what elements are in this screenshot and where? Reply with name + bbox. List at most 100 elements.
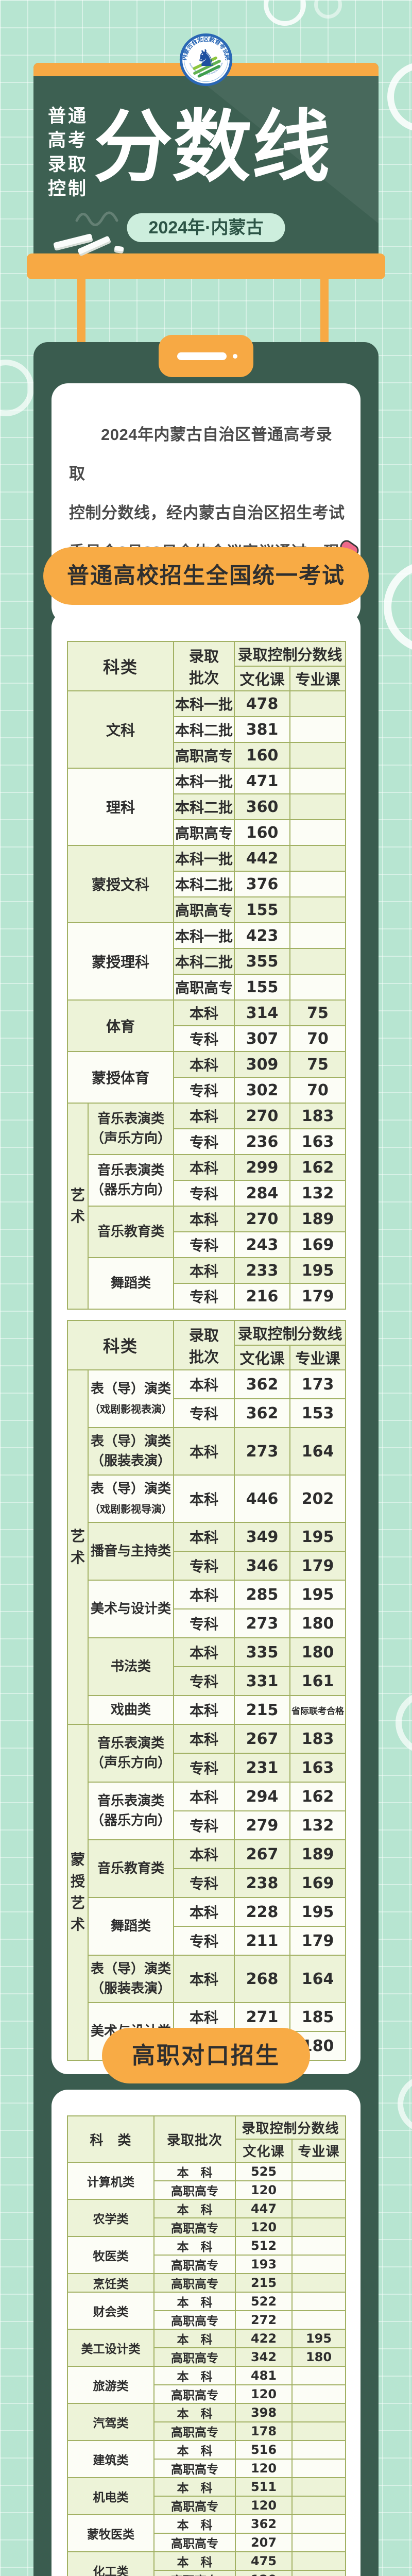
table-row: 音乐表演类 （器乐方向） 本科 299 162 (67, 1154, 347, 1207)
table-row: 音乐表演类 （器乐方向） 本科 294 162 (67, 1782, 347, 1840)
decorative-ring (314, 0, 342, 19)
table-row: 专科 216 179 (67, 1283, 347, 1310)
table-row: 专科 362 153 (67, 1398, 347, 1428)
panel-clip (159, 335, 253, 377)
decorative-ring (0, 360, 34, 416)
table-row: 化工类本 科 475 (67, 2551, 347, 2576)
table-row: 表（导）演类 （服装表演） 本科 268 164 (67, 1955, 347, 2003)
table-row: 专科 346 179 (67, 1551, 347, 1581)
table-row: 舞蹈类 本科 228 195 (67, 1897, 347, 1956)
table-row: 专科 231 163 (67, 1753, 347, 1783)
table-row: 蒙授体育 本科 309 75 (66, 1051, 347, 1104)
section-title-vocational: 高职对口招生 (101, 2028, 311, 2083)
table-row: 高职高专 193 (67, 2255, 347, 2274)
art-table-container: 科类 录取 批次 录取控制分数线 文化课 专业课 艺术 表（导）演类 （戏剧影视表演） 本科 362… (66, 1320, 347, 2061)
exam-authority-logo: 内蒙古自治区教育考试院 Education Examinations Autho… (179, 33, 233, 87)
table-row: 高职高专 155 (67, 896, 347, 923)
table-row: 舞蹈类 本科 233 195 (67, 1257, 347, 1310)
table-row: 蒙授理科 本科一批 423 (66, 922, 347, 1001)
page-title: 分数线 (91, 104, 334, 191)
table-row: 蒙授艺术 音乐表演类 （声乐方向） 本科 267 183 (67, 1724, 347, 2061)
table-row: 专科 331 161 (67, 1666, 347, 1696)
chalk-piece-icon (114, 245, 124, 254)
horse-icon: ♞ (196, 44, 216, 72)
table-row: 本科二批 376 (67, 871, 347, 897)
table-row: 美工设计类本 科 422 195 (67, 2329, 347, 2367)
table-row: 戏曲类 本科 215 省际联考合格 (67, 1695, 347, 1725)
vertical-title-line: 普通 (48, 106, 89, 126)
table-row: 艺术 表（导）演类 （戏剧影视表演） 本科 362 173 (67, 1369, 347, 1725)
unified-exam-table-container: 科类 录取 批次 录取控制分数线 文化课 专业课 文科 本科一批 478 本科二批 381 高职高… (66, 641, 347, 1310)
table-row: 专科 243 169 (67, 1231, 347, 1258)
table-row: 高职高专 207 (67, 2533, 347, 2552)
table-row: 蒙牧医类本 科 362 (67, 2514, 347, 2552)
table-row: 专科 279 132 (67, 1810, 347, 1840)
announcement-line: 控制分数线，经内蒙古自治区招生考试 (69, 504, 345, 522)
section-title-unified-exam: 普通高校招生全国统一考试 (43, 547, 369, 605)
table-row: 机电类本 科 511 (67, 2477, 347, 2515)
clip-slot (177, 352, 227, 360)
vertical-title-line: 控制 (48, 179, 89, 199)
vertical-title: 普通 高考 录取 控制 (48, 104, 89, 201)
vocational-table-container: 科 类录取批次 录取控制分数线 文化课 专业课 计算机类本 科 525 高职高专 120 农… (67, 2115, 347, 2576)
table-row: 播音与主持类 本科 349 195 (67, 1522, 347, 1581)
table-row: 文科 本科一批 478 (66, 690, 347, 769)
chalk-tray (27, 253, 385, 279)
table-row: 蒙授文科 本科一批 442 (66, 845, 347, 923)
table-row: 建筑类本 科 516 (67, 2440, 347, 2478)
table-row: 牧医类本 科 512 (67, 2236, 347, 2274)
table-row: 计算机类本 科 525 (67, 2162, 347, 2200)
vertical-title-line: 录取 (48, 155, 89, 175)
chalk-scribble (75, 211, 118, 226)
decorative-ring (398, 2075, 412, 2133)
table-row: 财会类本 科 522 (67, 2292, 347, 2330)
table-row: 专科 273 180 (67, 1608, 347, 1638)
table-row: 理科 本科一批 471 (66, 768, 347, 846)
table-row: 艺术 音乐表演类 （声乐方向） 本科 270 183 (67, 1103, 347, 1310)
decorative-ring (387, 62, 412, 132)
table-row: 专科 307 70 (67, 1025, 347, 1052)
table-row: 专科 302 70 (67, 1077, 347, 1104)
table-row: 本科二批 381 (67, 716, 347, 743)
table-row: 表（导）演类 （戏剧影视导演） 本科 446 202 (67, 1475, 347, 1523)
table-row: 音乐教育类 本科 270 189 (67, 1206, 347, 1258)
table-row: 高职高专 342 180 (67, 2347, 347, 2367)
table-row: 农学类本 科 447 (67, 2199, 347, 2237)
table-row: 专科 284 132 (67, 1180, 347, 1207)
table-row: 体育 本科 314 75 (66, 999, 347, 1052)
table-row: 音乐教育类 本科 267 189 (67, 1839, 347, 1898)
table-row: 美术与设计类 本科 285 195 (67, 1580, 347, 1638)
announcement-line: 2024年内蒙古自治区普通高考录取 (69, 426, 332, 483)
table-row: 烹饪类 高职高专 215 (67, 2273, 347, 2293)
table-row: 专科 238 169 (67, 1868, 347, 1898)
table-row: 旅游类本 科 481 (67, 2366, 347, 2404)
table-row: 高职高专 155 (67, 974, 347, 1001)
vertical-title-line: 高考 (48, 130, 89, 150)
year-badge: 2024年·内蒙古 (127, 213, 285, 242)
table-row: 本科二批 355 (67, 948, 347, 975)
table-row: 表（导）演类 （服装表演） 本科 273 164 (67, 1427, 347, 1476)
vocational-score-table: 科 类录取批次 录取控制分数线 文化课 专业课 计算机类本 科 525 高职高专 120 农… (67, 2115, 347, 2576)
table-row: 书法类 本科 335 180 (67, 1637, 347, 1696)
decorative-ring (264, 0, 306, 26)
chalkboard: 普通 高考 录取 控制 分数线 2024年·内蒙古 (33, 63, 379, 259)
unified-exam-score-table: 科类 录取 批次 录取控制分数线 文化课 专业课 文科 本科一批 478 本科二批 381 高职高… (66, 641, 347, 1310)
table-row: 高职高专 160 (67, 742, 347, 769)
table-row: 高职高专 272 (67, 2310, 347, 2330)
table-row: 高职高专 178 (67, 2421, 347, 2441)
clip-dot (233, 354, 237, 359)
table-row: 汽驾类本 科 398 (67, 2403, 347, 2441)
table-row: 高职高专 160 (67, 819, 347, 846)
table-row: 美术与设计类本科271185 (67, 2002, 347, 2061)
art-category-score-table: 科类 录取 批次 录取控制分数线 文化课 专业课 艺术 表（导）演类 （戏剧影视表演） 本科 362… (66, 1320, 347, 2061)
table-row: 本科二批 360 (67, 793, 347, 820)
table-row: 专科 211 179 (67, 1926, 347, 1956)
decorative-ring (384, 561, 412, 653)
